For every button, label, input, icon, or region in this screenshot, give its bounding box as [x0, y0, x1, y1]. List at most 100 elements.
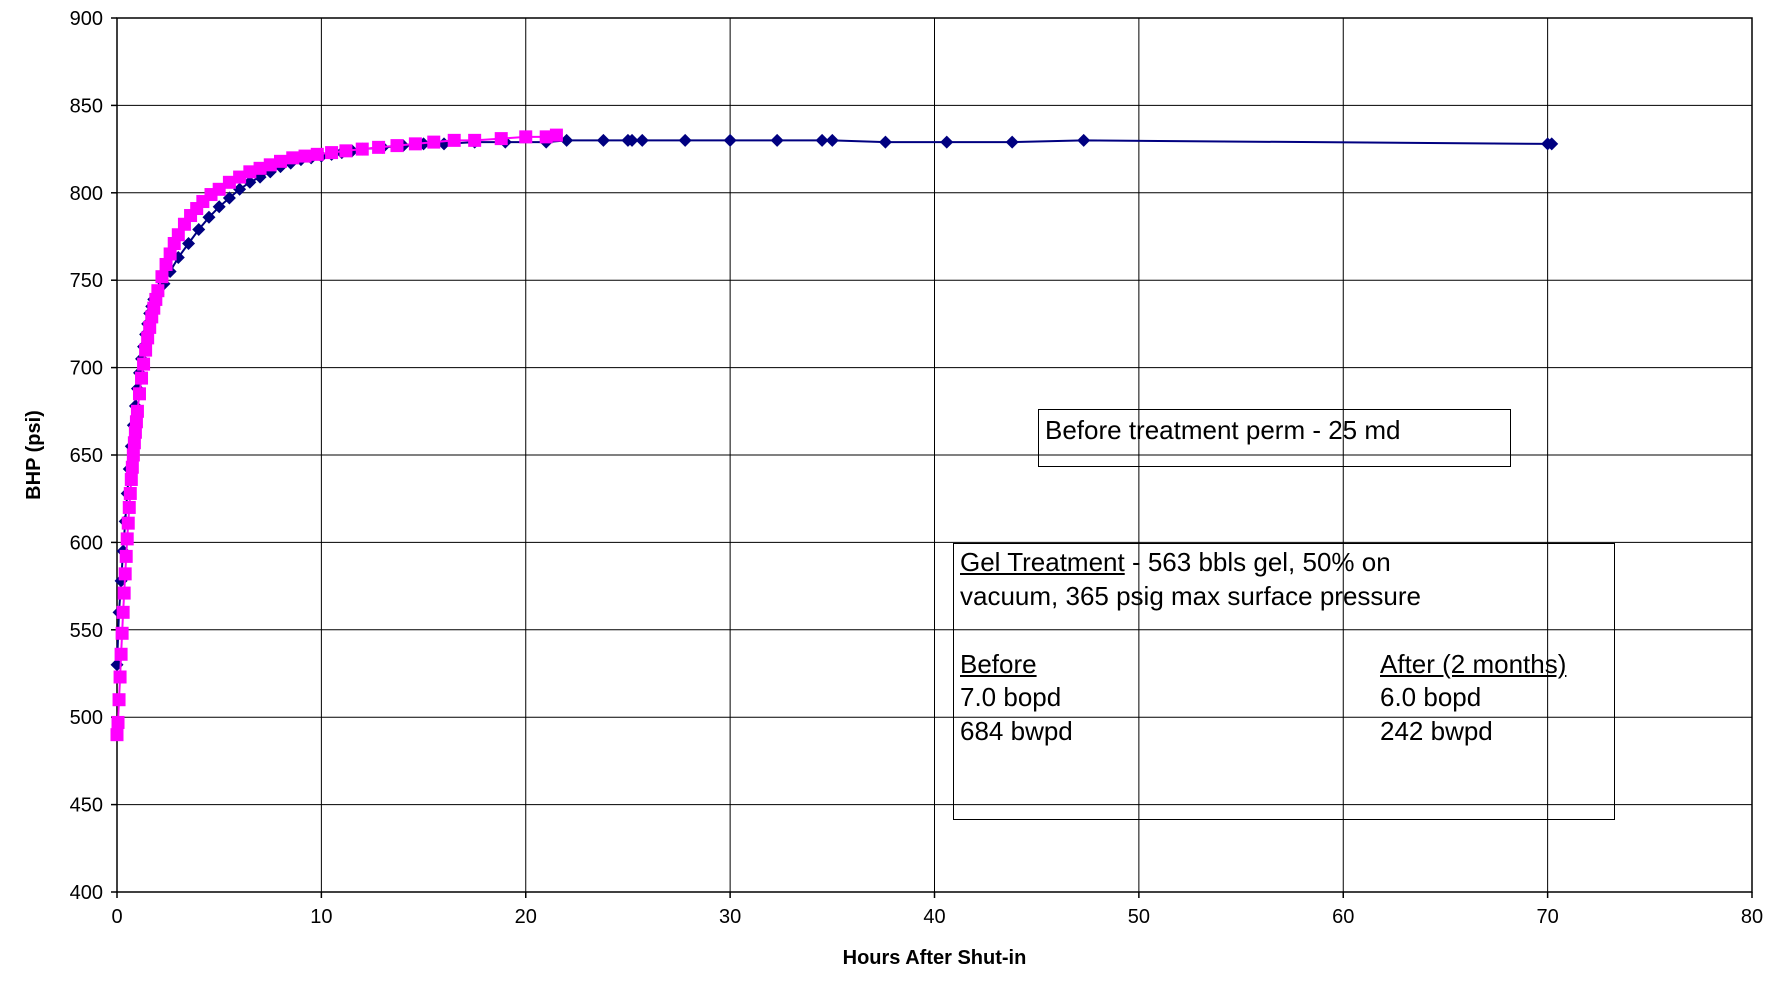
data-point [119, 549, 133, 563]
data-point [447, 133, 461, 147]
data-point [274, 154, 287, 168]
y-tick-label: 850 [70, 95, 103, 117]
before-water: 684 bwpd [960, 716, 1073, 747]
data-point [635, 133, 649, 147]
data-point [135, 371, 149, 385]
data-point [137, 357, 151, 371]
data-point [339, 144, 353, 158]
data-point [233, 182, 247, 196]
y-tick-label: 500 [70, 707, 103, 729]
after-oil: 6.0 bopd [1380, 682, 1482, 713]
y-tick-label: 600 [70, 532, 103, 554]
x-tick-label: 50 [1128, 906, 1150, 928]
data-point [110, 728, 124, 742]
data-point [325, 146, 339, 160]
axis-ticks: 0 10 20 30 40 50 60 70 80 400 450 500 550 600 650 700 75… [70, 8, 1764, 928]
data-point [120, 532, 134, 546]
gel-line-1: Gel Treatment - 563 bbls gel, 50% on [960, 546, 1608, 580]
data-point [163, 247, 177, 261]
data-point [125, 460, 139, 474]
after-water: 242 bwpd [1380, 716, 1493, 747]
x-tick-label: 10 [310, 906, 332, 928]
data-point [202, 210, 216, 224]
data-point [596, 133, 610, 147]
data-point [118, 567, 132, 581]
data-point [113, 670, 127, 684]
data-point [468, 133, 482, 147]
perm-annotation: Before treatment perm - 25 md [1038, 409, 1511, 467]
data-point [1077, 133, 1091, 147]
data-point [155, 270, 169, 284]
gel-heading: Gel Treatment [960, 547, 1125, 577]
y-tick-label: 900 [70, 8, 103, 30]
data-point [130, 404, 144, 418]
data-point [1545, 137, 1559, 151]
before-heading: Before [960, 648, 1037, 679]
data-point [141, 331, 155, 345]
data-point [243, 175, 257, 189]
data-point [171, 250, 185, 264]
x-tick-label: 70 [1537, 906, 1559, 928]
data-point [390, 139, 404, 153]
data-point [111, 715, 125, 729]
data-point [770, 133, 784, 147]
results-header-row: Before After (2 months) [960, 648, 1608, 682]
data-point [192, 223, 206, 237]
data-point [122, 500, 136, 514]
data-point [159, 257, 173, 271]
x-tick-label: 40 [923, 906, 945, 928]
data-point [539, 130, 553, 144]
data-point [253, 161, 267, 175]
data-point [182, 236, 196, 250]
data-point [549, 128, 563, 142]
data-point [114, 647, 128, 661]
data-point [171, 228, 185, 242]
y-tick-label: 700 [70, 358, 103, 380]
series-layer [110, 128, 1559, 742]
data-point [128, 425, 142, 439]
data-point [117, 586, 131, 600]
x-tick-label: 60 [1332, 906, 1354, 928]
data-point [126, 448, 140, 462]
data-point [143, 320, 157, 334]
gel-treatment-annotation: Gel Treatment - 563 bbls gel, 50% on vac… [953, 543, 1615, 820]
data-point [940, 135, 954, 149]
series-2 [110, 128, 563, 742]
data-point [132, 387, 146, 401]
x-tick-label: 80 [1741, 906, 1763, 928]
data-point [222, 175, 236, 189]
data-point [124, 472, 138, 486]
y-tick-label: 550 [70, 620, 103, 642]
gridlines [116, 17, 1753, 893]
data-point [212, 182, 226, 196]
data-point [115, 626, 129, 640]
y-tick-label: 450 [70, 795, 103, 817]
data-point [519, 130, 533, 144]
oil-row: 7.0 bopd 6.0 bopd [960, 681, 1608, 715]
data-point [878, 135, 892, 149]
data-point [825, 133, 839, 147]
data-point [116, 605, 130, 619]
data-point [372, 140, 386, 154]
gel-text-1: - 563 bbls gel, 50% on [1124, 547, 1391, 577]
after-heading: After (2 months) [1380, 648, 1567, 679]
data-point [355, 142, 369, 156]
data-point [222, 191, 236, 205]
y-tick-label: 650 [70, 445, 103, 467]
data-point [243, 165, 257, 179]
data-point [408, 137, 422, 151]
y-axis-title: BHP (psi) [23, 410, 45, 500]
data-point [560, 133, 574, 147]
x-tick-label: 20 [515, 906, 537, 928]
data-point [212, 200, 226, 214]
data-point [427, 135, 441, 149]
data-point [233, 170, 247, 184]
gap [960, 614, 1608, 648]
x-axis-title: Hours After Shut-in [843, 947, 1027, 969]
data-point [494, 132, 508, 146]
data-point [1005, 135, 1019, 149]
perm-annotation-text: Before treatment perm - 25 md [1045, 415, 1401, 445]
data-point [123, 486, 137, 500]
y-tick-label: 400 [70, 882, 103, 904]
